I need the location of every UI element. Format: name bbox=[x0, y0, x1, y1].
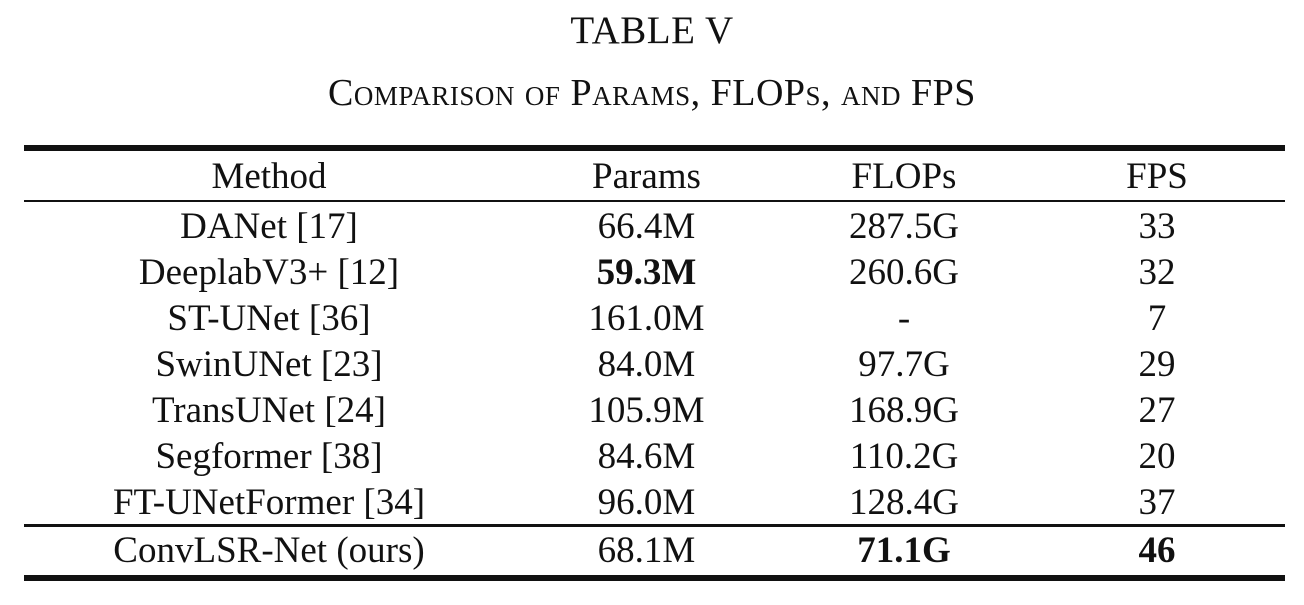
method-cell: FT-UNetFormer [34] bbox=[112, 482, 426, 523]
params-cell: 84.6M bbox=[597, 436, 696, 477]
fps-cell: 37 bbox=[1138, 482, 1176, 523]
params-cell: 84.0M bbox=[597, 344, 696, 385]
table-row: DeeplabV3+ [12] 59.3M 260.6G 32 bbox=[24, 250, 1285, 296]
flops-cell: - bbox=[897, 298, 911, 339]
header-flops: FLOPs bbox=[851, 156, 957, 197]
flops-cell: 97.7G bbox=[858, 344, 950, 385]
flops-cell-best: 71.1G bbox=[857, 530, 951, 571]
table-row: DANet [17] 66.4M 287.5G 33 bbox=[24, 204, 1285, 250]
header-params: Params bbox=[592, 156, 701, 197]
table-row: TransUNet [24] 105.9M 168.9G 27 bbox=[24, 388, 1285, 434]
params-cell: 105.9M bbox=[588, 390, 705, 431]
header-fps: FPS bbox=[1126, 156, 1188, 197]
table-row-ours: ConvLSR-Net (ours) 68.1M 71.1G 46 bbox=[24, 528, 1285, 574]
params-cell: 96.0M bbox=[597, 482, 696, 523]
flops-cell: 260.6G bbox=[849, 252, 959, 293]
fps-cell: 33 bbox=[1138, 206, 1176, 247]
method-cell: ST-UNet [36] bbox=[167, 298, 371, 339]
header-method: Method bbox=[211, 156, 327, 197]
params-cell: 68.1M bbox=[597, 530, 696, 571]
method-cell: DANet [17] bbox=[180, 206, 358, 247]
table-row: Segformer [38] 84.6M 110.2G 20 bbox=[24, 434, 1285, 480]
table-label: TABLE V bbox=[570, 9, 734, 52]
method-cell: TransUNet [24] bbox=[152, 390, 386, 431]
params-cell: 161.0M bbox=[588, 298, 705, 339]
method-cell: DeeplabV3+ [12] bbox=[138, 252, 400, 293]
table-row: FT-UNetFormer [34] 96.0M 128.4G 37 bbox=[24, 480, 1285, 526]
ours-separator-rule bbox=[24, 524, 1285, 527]
fps-cell: 29 bbox=[1138, 344, 1176, 385]
fps-cell: 32 bbox=[1138, 252, 1176, 293]
top-rule bbox=[24, 145, 1285, 151]
fps-cell-best: 46 bbox=[1138, 530, 1176, 571]
method-cell: ConvLSR-Net (ours) bbox=[113, 530, 425, 571]
table-title: Comparison of Params, FLOPs, and FPS bbox=[328, 72, 976, 114]
bottom-rule bbox=[24, 575, 1285, 581]
table-row: ST-UNet [36] 161.0M - 7 bbox=[24, 296, 1285, 342]
params-cell-best: 59.3M bbox=[596, 252, 697, 293]
method-cell: Segformer [38] bbox=[155, 436, 383, 477]
fps-cell: 20 bbox=[1138, 436, 1176, 477]
fps-cell: 7 bbox=[1147, 298, 1167, 339]
table-header-row: Method Params FLOPs FPS bbox=[24, 154, 1285, 200]
params-cell: 66.4M bbox=[597, 206, 696, 247]
method-cell: SwinUNet [23] bbox=[155, 344, 383, 385]
flops-cell: 128.4G bbox=[849, 482, 959, 523]
fps-cell: 27 bbox=[1138, 390, 1176, 431]
header-rule bbox=[24, 200, 1285, 202]
flops-cell: 110.2G bbox=[849, 436, 959, 477]
flops-cell: 168.9G bbox=[849, 390, 959, 431]
table-row: SwinUNet [23] 84.0M 97.7G 29 bbox=[24, 342, 1285, 388]
flops-cell: 287.5G bbox=[849, 206, 959, 247]
